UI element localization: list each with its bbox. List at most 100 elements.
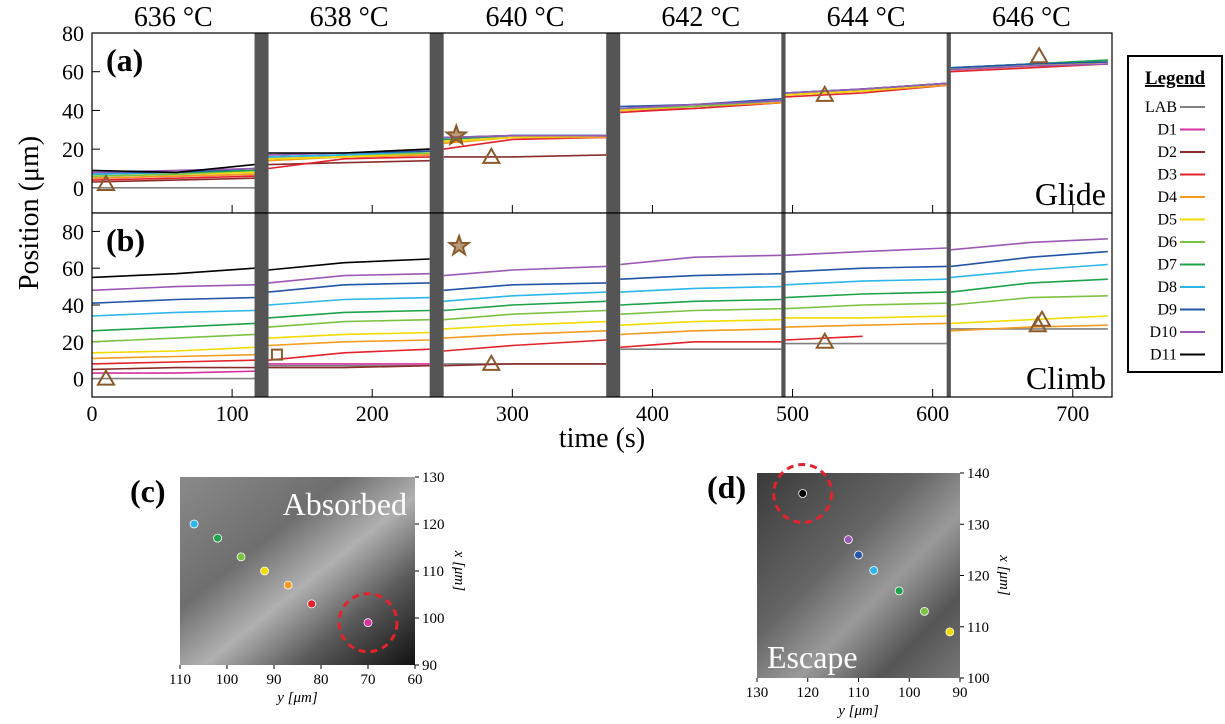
series-line — [91, 295, 1108, 343]
y-tick-label: 80 — [62, 219, 84, 244]
x-tick-label: 80 — [314, 672, 329, 688]
y-tick-label: 80 — [62, 21, 84, 46]
x-tick-label: 400 — [636, 401, 669, 426]
y-tick-label: 100 — [422, 611, 445, 627]
marker — [96, 173, 116, 191]
divider — [429, 213, 444, 397]
x-tick-label: 0 — [87, 401, 98, 426]
x-tick-label: 600 — [916, 401, 949, 426]
y-tick-label: 0 — [73, 176, 84, 201]
y-tick-label: 130 — [422, 470, 445, 486]
point — [843, 535, 853, 545]
temperature-label: 640 °C — [486, 2, 565, 33]
x-axis-label: y [μm] — [836, 703, 879, 719]
series-line — [91, 258, 430, 279]
marker — [481, 146, 502, 164]
y-tick-label: 130 — [967, 517, 990, 533]
y-tick-label: 110 — [967, 620, 989, 636]
point — [920, 606, 929, 616]
y-tick-label: 0 — [73, 367, 84, 392]
y-axis-label: Position (μm) — [14, 136, 45, 290]
micrograph — [180, 477, 415, 665]
y-tick-label: 40 — [62, 293, 84, 318]
legend-label: D6 — [1157, 234, 1177, 251]
x-tick-label: 300 — [496, 401, 529, 426]
legend-title: Legend — [1145, 68, 1206, 89]
marker — [815, 84, 835, 102]
marker — [815, 331, 835, 349]
y-tick-label: 120 — [422, 517, 445, 533]
highlight-circle — [772, 463, 834, 524]
highlight-circle — [337, 592, 399, 654]
panel-label: (d) — [707, 469, 746, 505]
x-tick-label: 90 — [267, 672, 282, 688]
legend-label: D2 — [1157, 144, 1177, 161]
divider — [781, 213, 786, 397]
temperature-label: 646 °C — [992, 2, 1071, 33]
x-tick-label: 130 — [746, 685, 769, 701]
y-tick-label: 110 — [422, 564, 444, 580]
legend-label: D5 — [1157, 212, 1177, 229]
temperature-label: 642 °C — [661, 2, 740, 33]
annotation: Glide — [1035, 176, 1106, 212]
point — [798, 489, 808, 498]
series-line — [91, 278, 1108, 332]
series-line — [91, 238, 1108, 292]
series-line — [91, 63, 1108, 181]
divider — [254, 33, 269, 213]
x-axis-label: time (s) — [559, 423, 645, 454]
y-tick-label: 90 — [422, 658, 437, 674]
legend-label: D3 — [1157, 167, 1177, 184]
legend-label: D9 — [1157, 302, 1177, 319]
divider — [606, 213, 621, 397]
x-tick-label: 100 — [216, 401, 249, 426]
legend-label: D10 — [1149, 324, 1177, 341]
x-tick-label: 200 — [356, 401, 389, 426]
y-tick-label: 60 — [62, 256, 84, 281]
divider — [606, 33, 621, 213]
marker — [96, 368, 116, 386]
legend-box — [1127, 55, 1223, 373]
point — [213, 533, 223, 543]
divider — [781, 33, 786, 213]
temperature-label: 644 °C — [827, 2, 906, 33]
y-axis-label: x [μm] — [996, 554, 1012, 596]
y-tick-label: 60 — [62, 60, 84, 85]
x-tick-label: 90 — [953, 685, 968, 701]
point — [869, 565, 879, 575]
point — [189, 519, 199, 529]
y-axis-label: x [μm] — [451, 550, 467, 592]
plot-area — [92, 33, 1112, 213]
y-tick-label: 20 — [62, 330, 84, 355]
x-tick-label: 120 — [797, 685, 820, 701]
x-tick-label: 100 — [216, 672, 239, 688]
legend-label: D11 — [1150, 347, 1177, 364]
x-tick-label: 70 — [361, 672, 376, 688]
annotation: Absorbed — [283, 486, 407, 522]
series-line — [92, 363, 430, 374]
marker — [1029, 46, 1049, 64]
x-tick-label: 60 — [408, 672, 423, 688]
y-tick-label: 140 — [967, 466, 990, 482]
x-tick-label: 110 — [848, 685, 870, 701]
series-line — [91, 315, 1108, 354]
x-tick-label: 700 — [1056, 401, 1089, 426]
annotation: Escape — [767, 639, 858, 675]
point — [854, 550, 863, 560]
series-line — [91, 322, 1108, 360]
series-line — [91, 363, 607, 371]
point — [236, 552, 246, 562]
marker — [270, 348, 283, 361]
panel-label: (b) — [106, 222, 145, 258]
series-line — [91, 263, 1108, 317]
panel-label: (c) — [130, 473, 166, 509]
temperature-label: 636 °C — [134, 2, 213, 33]
x-tick-label: 100 — [898, 685, 921, 701]
marker — [443, 122, 469, 147]
y-tick-label: 20 — [62, 137, 84, 162]
marker — [481, 353, 502, 371]
panel-label: (a) — [106, 42, 143, 78]
point — [945, 627, 955, 637]
legend-label: D1 — [1157, 122, 1177, 139]
